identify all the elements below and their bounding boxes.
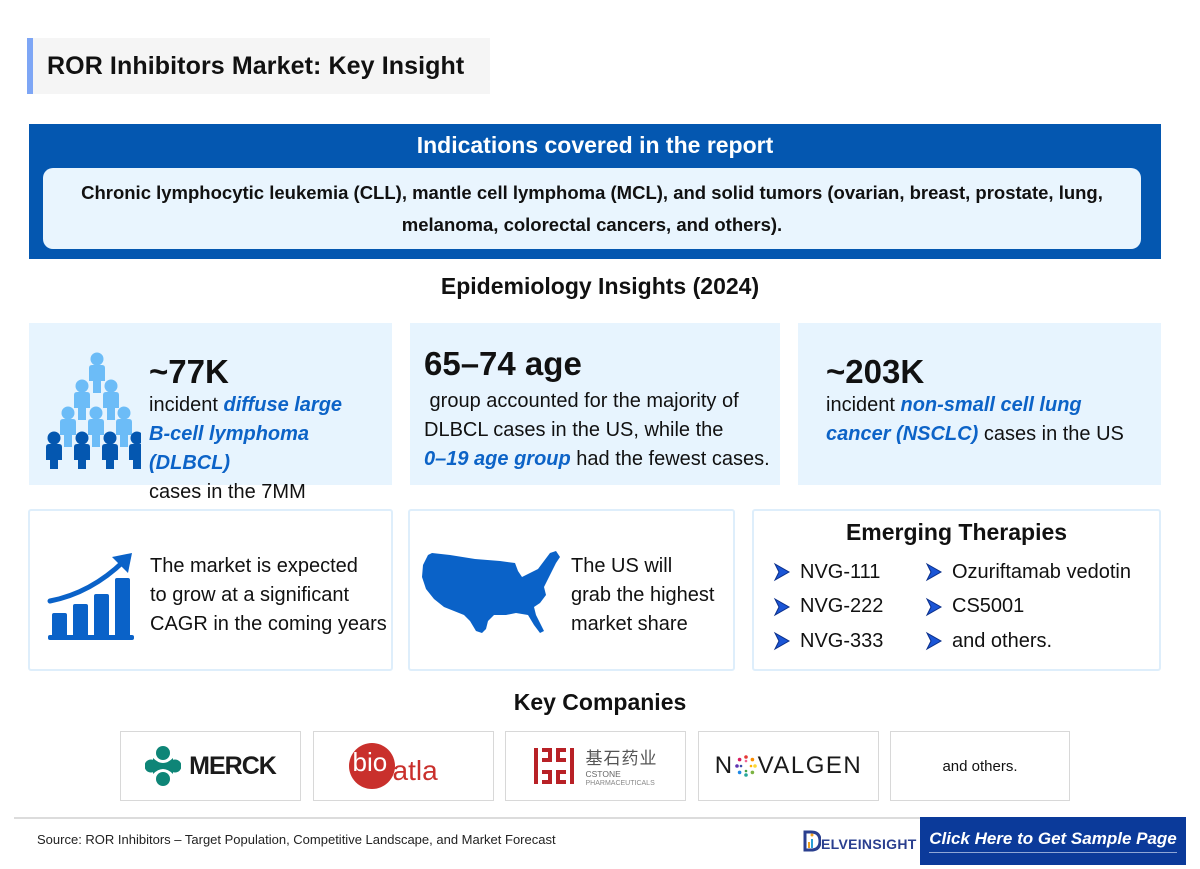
stat-line: group accounted for the majority of [424, 390, 739, 412]
delveinsight-wordmark: ELVEINSIGHT [821, 836, 917, 852]
delveinsight-logo: ELVEINSIGHT [803, 830, 917, 852]
stat-line: cases in the 7MM [149, 481, 306, 503]
stat-line: incident non-small cell lung [826, 391, 1124, 420]
stat-card-age-group: 65–74 age group accounted for the majori… [410, 323, 780, 485]
get-sample-page-button[interactable]: Click Here to Get Sample Page [920, 817, 1186, 865]
therapy-label: NVG-222 [800, 595, 884, 618]
therapy-item: and others. [924, 624, 1131, 659]
novalgen-rest: VALGEN [757, 752, 863, 779]
therapy-label: CS5001 [952, 595, 1025, 618]
stat-highlight-2: B-cell lymphoma (DLBCL) [149, 423, 310, 474]
indications-body: Chronic lymphocytic leukemia (CLL), mant… [43, 168, 1141, 249]
indications-panel: Indications covered in the report Chroni… [29, 124, 1161, 259]
novalgen-n: N [714, 752, 734, 779]
cstone-chinese-name: 基石药业 [585, 749, 658, 768]
delveinsight-d-icon [803, 830, 821, 852]
stat-content: ~77K incident diffuse large B-cell lymph… [149, 353, 392, 507]
merck-wordmark: MERCK [189, 751, 277, 780]
region-line: market share [571, 613, 688, 635]
stat-highlight: 0–19 age group [424, 448, 571, 470]
therapy-column-1: NVG-111 NVG-222 NVG-333 [772, 555, 883, 659]
therapy-item: Ozuriftamab vedotin [924, 555, 1131, 590]
stat-highlight-1: non-small cell lung [900, 394, 1082, 416]
therapy-item: NVG-333 [772, 624, 883, 659]
bioatla-circle-icon [348, 743, 395, 789]
market-region-card: The US will grab the highest market shar… [408, 509, 735, 671]
stat-line: 0–19 age group had the fewest cases. [424, 445, 770, 474]
growth-line: The market is expected [150, 555, 358, 577]
bioatla-logo: bio atla [348, 741, 459, 791]
cstone-logo-icon [533, 748, 574, 784]
region-line: grab the highest [571, 584, 715, 606]
stat-line: DLBCL cases in the US, while the [424, 419, 724, 441]
us-map-icon [422, 551, 560, 633]
stat-highlight-2: cancer (NSCLC) [826, 423, 979, 445]
chevron-right-icon [773, 597, 791, 617]
company-logo-merck: MERCK [120, 731, 301, 801]
epidemiology-title: Epidemiology Insights (2024) [440, 273, 760, 299]
market-growth-card: The market is expected to grow at a sign… [28, 509, 393, 671]
stat-card-nsclc-incidence: ~203K incident non-small cell lung cance… [798, 323, 1161, 485]
therapy-label: NVG-111 [800, 560, 881, 583]
stat-line: incident diffuse large [149, 391, 392, 420]
market-region-text: The US will grab the highest market shar… [571, 552, 714, 639]
therapy-item: NVG-222 [772, 590, 883, 625]
therapy-item: NVG-111 [772, 555, 883, 590]
cstone-english-name: CSTONE [585, 769, 621, 779]
key-companies-title: Key Companies [513, 689, 687, 715]
therapy-item: CS5001 [924, 590, 1131, 625]
company-logo-others: and others. [890, 731, 1070, 801]
therapy-column-2: Ozuriftamab vedotin CS5001 and others. [924, 555, 1131, 659]
therapy-label: and others. [952, 629, 1053, 652]
bioatla-atla-text: atla [392, 755, 438, 786]
cta-label[interactable]: Click Here to Get Sample Page [929, 829, 1177, 853]
chevron-right-icon [925, 631, 943, 651]
others-label: and others. [942, 757, 1018, 775]
indications-heading: Indications covered in the report [416, 132, 774, 158]
chevron-right-icon [773, 562, 791, 582]
bioatla-bio-text: bio [352, 747, 388, 777]
stat-text-incident: incident [826, 394, 901, 416]
stat-line: B-cell lymphoma (DLBCL) [149, 420, 392, 478]
stat-line: cancer (NSCLC) cases in the US [826, 420, 1124, 449]
indications-text: Chronic lymphocytic leukemia (CLL), mant… [81, 181, 1103, 235]
page-title: ROR Inhibitors Market: Key Insight [47, 51, 465, 80]
company-logo-cstone: 基石药业 CSTONE PHARMACEUTICALS [505, 731, 686, 801]
emerging-therapies-title: Emerging Therapies [845, 519, 1068, 545]
growth-line: to grow at a significant [150, 584, 349, 606]
market-growth-text: The market is expected to grow at a sign… [150, 552, 387, 639]
footer-divider [14, 817, 1186, 819]
stat-text-incident: incident [149, 394, 218, 416]
stat-value: ~77K [149, 353, 229, 390]
emerging-therapies-card: Emerging Therapies NVG-111 NVG-222 NVG-3… [752, 509, 1161, 671]
stat-value: 65–74 age [424, 345, 582, 382]
chevron-right-icon [773, 631, 791, 651]
stat-highlight-1: diffuse large [223, 394, 343, 416]
therapy-label: NVG-333 [800, 629, 884, 652]
source-text: Source: ROR Inhibitors – Target Populati… [37, 832, 556, 847]
region-line: The US will [571, 555, 673, 577]
people-pyramid-icon [46, 352, 141, 469]
stat-text-after: had the fewest cases. [570, 448, 770, 470]
cstone-wordmark: 基石药业 CSTONE PHARMACEUTICALS [586, 744, 658, 788]
page-title-box: ROR Inhibitors Market: Key Insight [27, 38, 490, 94]
stat-text-after: cases in the US [978, 423, 1124, 445]
stat-content: 65–74 age group accounted for the majori… [424, 345, 770, 474]
chevron-right-icon [925, 562, 943, 582]
stat-card-dlbcl-incidence: ~77K incident diffuse large B-cell lymph… [29, 323, 392, 503]
therapy-label: Ozuriftamab vedotin [952, 560, 1131, 583]
cstone-subtitle: PHARMACEUTICALS [585, 780, 655, 787]
company-logo-novalgen: N VALGEN [698, 731, 879, 801]
stat-value: ~203K [826, 353, 925, 390]
company-logo-bioatla: bio atla [313, 731, 494, 801]
stat-content: ~203K incident non-small cell lung cance… [826, 353, 1124, 449]
growth-chart-icon [47, 553, 134, 640]
chevron-right-icon [925, 597, 943, 617]
novalgen-color-wheel-icon [734, 755, 757, 777]
merck-logo-icon [145, 746, 182, 786]
growth-line: CAGR in the coming years [150, 613, 387, 635]
